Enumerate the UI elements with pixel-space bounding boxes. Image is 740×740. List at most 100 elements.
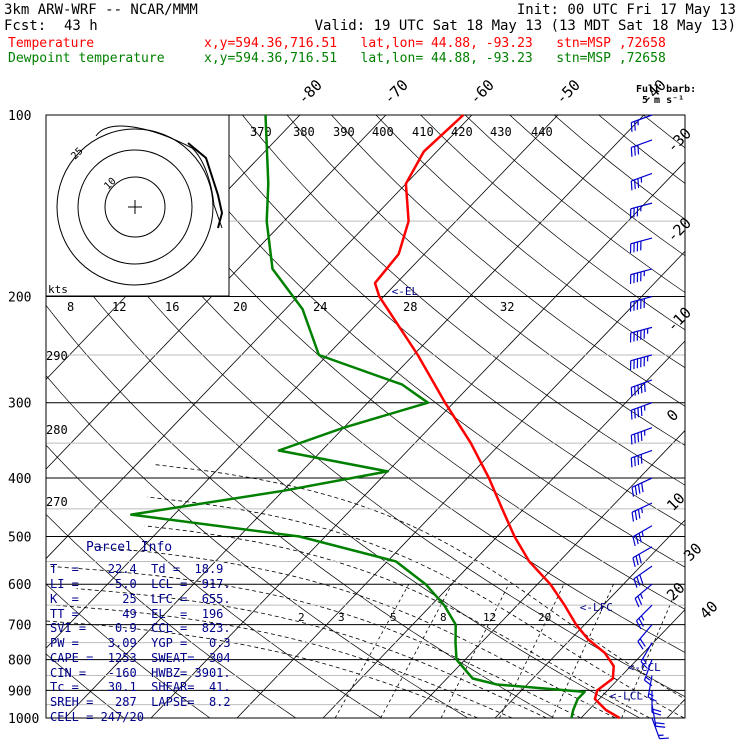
hodograph-speed-label: 16	[165, 300, 179, 314]
wind-barb-staff	[637, 624, 653, 642]
isotherm-label: -70	[380, 76, 412, 108]
parcel-row: CELL = 247/20	[50, 710, 144, 724]
dewpoint-legend: Dewpoint temperature	[8, 51, 165, 66]
pressure-label: 600	[8, 578, 31, 593]
hodograph-trace-bold	[187, 142, 224, 229]
wind-barb-flag	[637, 455, 640, 465]
pressure-label: 1000	[8, 712, 39, 727]
wind-barb-staff	[630, 354, 653, 362]
wind-barb-flag	[635, 620, 642, 630]
wind-barb-flag	[634, 510, 638, 521]
theta-label: 410	[412, 125, 434, 139]
mixing-ratio-line	[440, 584, 510, 718]
wind-barb-flag	[632, 557, 636, 568]
wind-barb	[633, 565, 653, 588]
wind-barb-flag	[637, 384, 640, 395]
forecast-hours: 43 h	[64, 18, 98, 34]
wind-barb-flag	[638, 554, 642, 564]
mixing-ratio-line	[334, 584, 410, 718]
dry-adiabat	[732, 115, 740, 718]
wind-barb-half-flag	[641, 507, 643, 514]
isotherm	[494, 519, 685, 718]
wind-barb-flag	[630, 147, 633, 157]
wind-barb-flag	[640, 454, 643, 464]
isotherm-label: -50	[552, 76, 584, 108]
hodograph-speed-label: 24	[313, 300, 327, 314]
wind-barb-flag	[634, 408, 636, 419]
wind-barb-staff	[631, 427, 653, 436]
wind-barb	[629, 237, 653, 254]
init-time: Init: 00 UTC Fri 17 May 13	[516, 2, 736, 18]
parcel-row: CIN = -160 HWBZ= 3901.	[50, 666, 231, 680]
wind-barb-staff	[647, 675, 653, 698]
moist-adiabat	[144, 525, 650, 718]
wind-barb-staff	[634, 583, 653, 599]
theta-label: 390	[333, 125, 355, 139]
dry-adiabat	[688, 115, 740, 718]
wind-barb-staff	[631, 172, 653, 182]
wind-barb-staff	[631, 449, 653, 459]
wind-barb	[629, 326, 653, 343]
hodograph-speed-label: 12	[112, 300, 126, 314]
temperature-location: x,y=594.36,716.51 lat,lon= 44.88, -93.23…	[204, 36, 666, 51]
wind-barb-flag	[640, 383, 643, 394]
wind-barb-flag	[633, 578, 638, 588]
wind-barb-staff	[631, 139, 653, 149]
isotherm-label: -30	[663, 124, 695, 156]
wind-barb-half-flag	[645, 676, 651, 681]
pressure-label: 200	[8, 291, 31, 306]
wind-barb	[631, 477, 653, 497]
wind-barb	[630, 172, 653, 191]
isotherm	[46, 115, 387, 470]
wind-barb-staff	[632, 546, 653, 559]
wind-barb-flag	[634, 121, 636, 131]
hodograph-frame	[45, 114, 230, 297]
wind-barb-flag	[631, 512, 635, 522]
mixing-ratio-label: 2	[298, 611, 305, 624]
dry-adiabat	[464, 115, 685, 293]
wind-barb	[651, 717, 669, 740]
parcel-info-title: Parcel Info	[86, 540, 173, 555]
wind-barb-flag	[637, 595, 643, 605]
wind-barb-staff	[630, 268, 653, 276]
wind-barb-flag	[634, 146, 636, 156]
wind-barb-flag	[640, 406, 643, 417]
parcel-row: LI = -5.0 LCL = 917.	[50, 577, 231, 591]
moist-adiabat	[147, 496, 685, 718]
wind-barb	[629, 202, 653, 219]
hodograph-speed-label: 20	[233, 300, 247, 314]
wind-barb	[635, 604, 653, 630]
wind-barb-flag	[640, 431, 643, 441]
wind-barb-flag	[639, 574, 644, 584]
dry-adiabat	[242, 115, 685, 486]
wind-barb	[637, 624, 653, 650]
level-marker: <-LFC	[580, 601, 613, 614]
isotherm-label: -80	[294, 76, 326, 108]
moist-adiabat	[76, 588, 547, 718]
isotherm	[322, 340, 685, 718]
isotherm-label: -20	[663, 214, 695, 246]
pressure-label: 500	[8, 530, 31, 545]
level-marker: <-LCL	[610, 689, 643, 702]
wind-barb-flag	[637, 509, 641, 519]
parcel-row: PW = 3.09 YGP = 0.3	[50, 636, 231, 650]
wind-barb-staff	[630, 237, 653, 245]
hodograph-speed-label: 8	[67, 300, 74, 314]
wind-barb-staff	[651, 704, 657, 727]
forecast-label: Fcst:	[4, 18, 47, 34]
wind-barb-staff	[631, 114, 653, 124]
wind-barb-flag	[638, 533, 642, 543]
hodograph-ring	[104, 176, 166, 238]
wind-barb	[631, 502, 653, 522]
isotherm	[408, 429, 685, 718]
wind-barb-flag	[630, 410, 633, 420]
wind-barb	[630, 139, 653, 157]
wind-barb	[630, 402, 653, 420]
isotherm-label: -10	[663, 304, 695, 336]
isotherm-label: 40	[696, 597, 722, 623]
temperature-legend: Temperature	[8, 36, 95, 51]
wind-barb-staff	[633, 565, 653, 580]
wind-barb-staff	[630, 295, 653, 303]
pressure-label: 300	[8, 397, 31, 412]
